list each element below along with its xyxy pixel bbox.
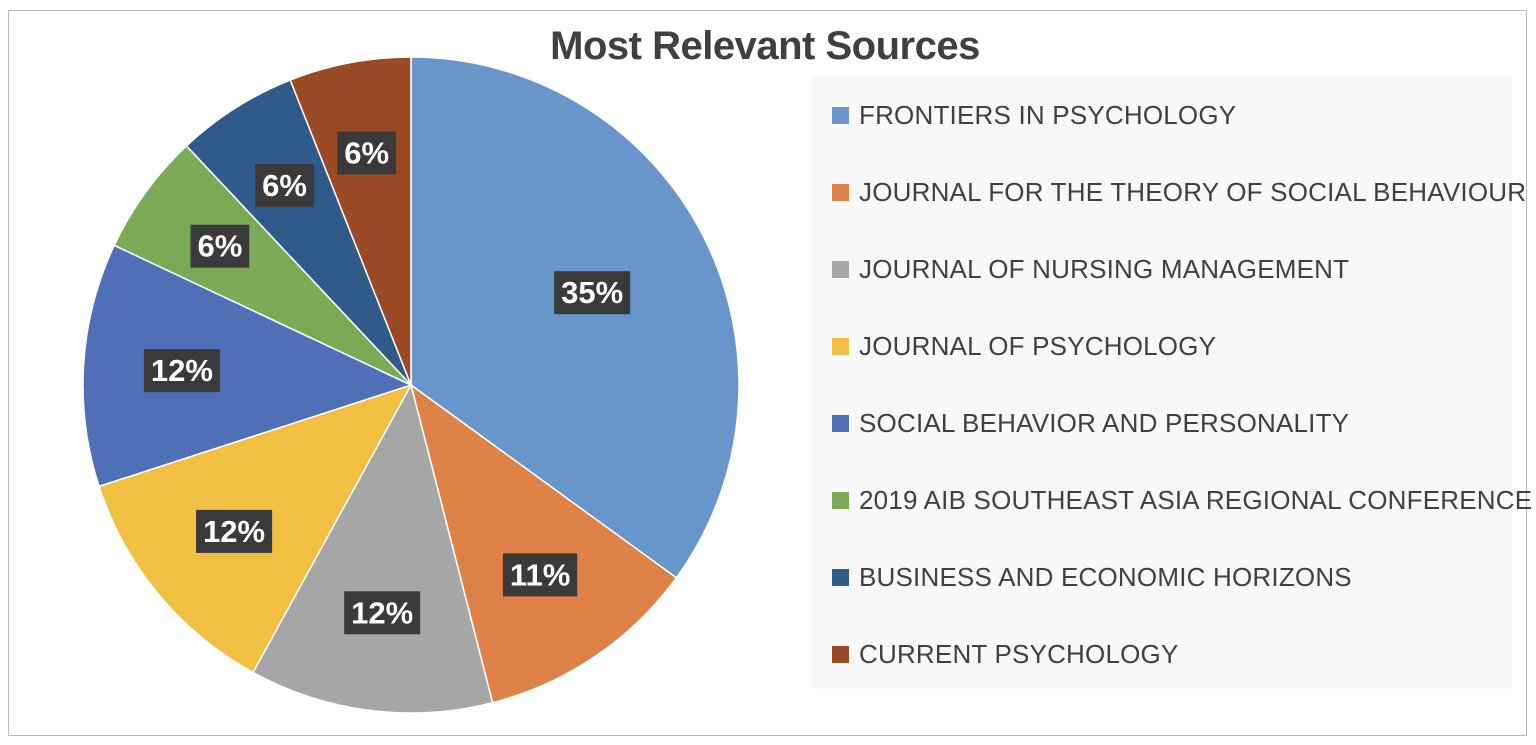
legend-label: JOURNAL OF PSYCHOLOGY (859, 330, 1217, 361)
legend-label: FRONTIERS IN PSYCHOLOGY (859, 99, 1237, 130)
legend-swatch (832, 260, 849, 278)
legend-label: BUSINESS AND ECONOMIC HORIZONS (859, 561, 1352, 592)
legend-swatch (832, 337, 849, 355)
legend-item: BUSINESS AND ECONOMIC HORIZONS (832, 557, 1352, 597)
data-label-background (143, 349, 220, 393)
data-label-text: 6% (344, 136, 389, 171)
pie-slice (251, 382, 494, 714)
legend-item: JOURNAL FOR THE THEORY OF SOCIAL BEHAVIO… (832, 172, 1526, 212)
legend-item: JOURNAL OF PSYCHOLOGY (832, 326, 1216, 366)
data-label-text: 6% (197, 229, 242, 264)
legend-item: SOCIAL BEHAVIOR AND PERSONALITY (832, 403, 1349, 443)
data-label-text: 6% (262, 168, 307, 203)
pie-slice (409, 383, 678, 704)
data-label-text: 12% (203, 514, 265, 549)
legend-swatch (832, 645, 849, 663)
data-label-text: 12% (351, 595, 413, 630)
data-label: 12% (196, 509, 273, 553)
legend-label: CURRENT PSYCHOLOGY (859, 638, 1179, 669)
data-label-background (196, 509, 273, 553)
legend-swatch (832, 183, 849, 201)
data-label: 6% (255, 164, 314, 208)
data-label-background (344, 591, 421, 635)
legend-item: CURRENT PSYCHOLOGY (832, 634, 1179, 674)
data-label: 6% (337, 131, 397, 175)
legend-label: JOURNAL FOR THE THEORY OF SOCIAL BEHAVIO… (859, 176, 1527, 207)
data-label-background (554, 271, 631, 315)
pie-slice (113, 144, 412, 386)
data-label: 6% (190, 224, 250, 268)
pie-slice (185, 79, 412, 386)
pie-slice (410, 56, 740, 579)
data-label: 35% (554, 271, 631, 315)
data-label: 12% (143, 349, 220, 393)
data-label-text: 35% (561, 275, 623, 310)
legend-item: FRONTIERS IN PSYCHOLOGY (832, 95, 1236, 135)
data-label-text: 12% (151, 353, 213, 388)
data-label-background (255, 164, 314, 208)
legend-swatch (832, 106, 849, 124)
data-label-text: 11% (510, 557, 570, 592)
legend: FRONTIERS IN PSYCHOLOGY JOURNAL FOR THE T… (812, 77, 1532, 689)
pie-slice (82, 244, 414, 488)
legend-label: SOCIAL BEHAVIOR AND PERSONALITY (859, 407, 1350, 438)
legend-label: JOURNAL OF NURSING MANAGEMENT (859, 253, 1350, 284)
legend-swatch (832, 414, 849, 432)
data-label-background (502, 553, 578, 597)
pie-chart: 35% 11% 12% 12% 12% 6% 6% 6% (82, 56, 740, 714)
data-label: 12% (344, 591, 421, 635)
legend-label: 2019 AIB SOUTHEAST ASIA REGIONAL CONFERE… (859, 484, 1533, 515)
data-label-background (337, 131, 397, 175)
legend-swatch (832, 491, 849, 509)
legend-swatch (832, 568, 849, 586)
data-label: 11% (502, 553, 578, 597)
data-label-background (190, 224, 250, 268)
legend-item: JOURNAL OF NURSING MANAGEMENT (832, 249, 1349, 289)
chart-title: Most Relevant Sources (550, 24, 980, 68)
legend-item: 2019 AIB SOUTHEAST ASIA REGIONAL CONFERE… (832, 480, 1532, 520)
